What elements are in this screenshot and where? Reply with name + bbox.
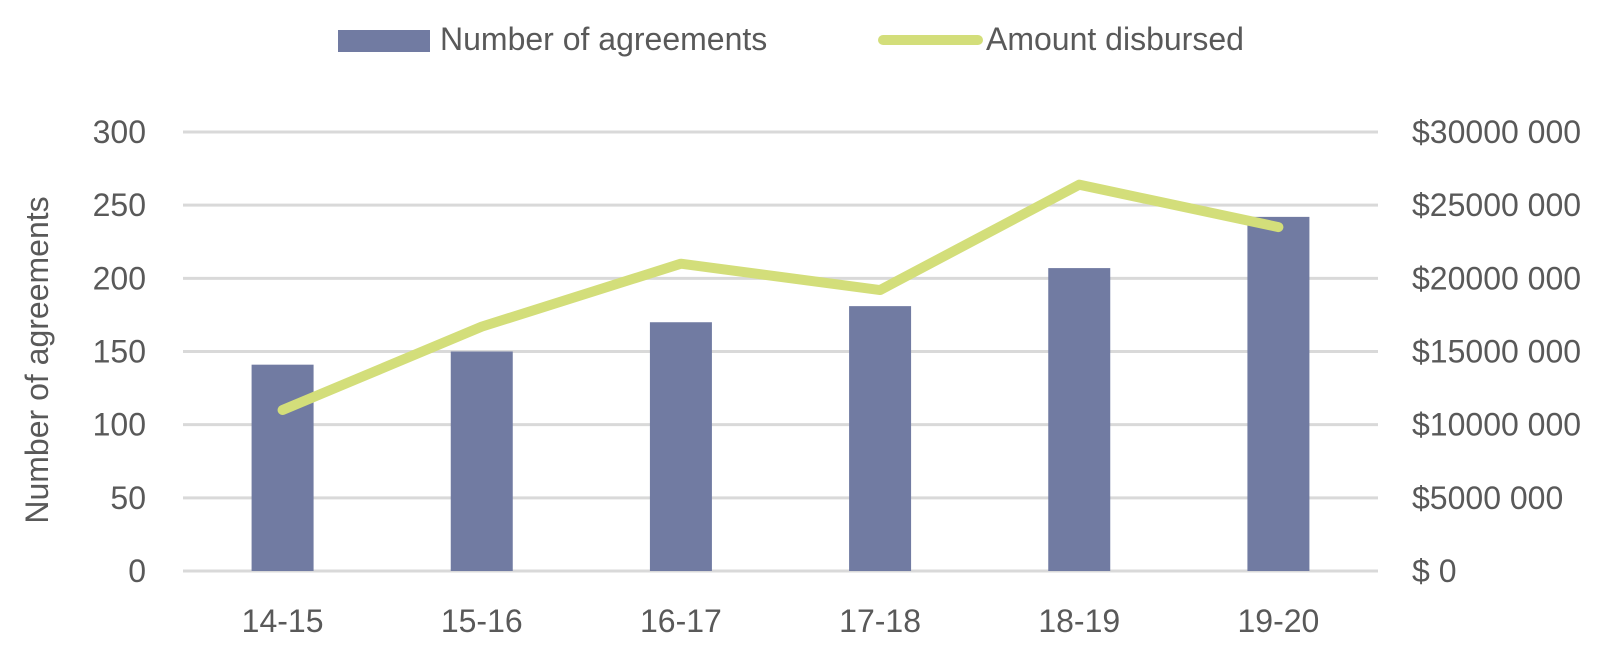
- y2-tick-label: $20000 000: [1412, 260, 1581, 296]
- bar: [849, 306, 912, 571]
- y-tick-label: 300: [93, 114, 146, 150]
- line-point: [481, 326, 483, 328]
- legend-label-amount: Amount disbursed: [986, 21, 1244, 57]
- y-tick-label: 100: [93, 407, 146, 443]
- x-tick-label: 14-15: [242, 603, 324, 639]
- line-path: [277, 179, 1284, 416]
- y-tick-label: 250: [93, 187, 146, 223]
- x-tick-label: 18-19: [1038, 603, 1120, 639]
- line-point: [1078, 184, 1080, 186]
- y2-tick-label: $10000 000: [1412, 407, 1581, 443]
- y2-tick-label: $5000 000: [1412, 480, 1563, 516]
- y-tick-label: 0: [128, 553, 146, 589]
- x-axis-ticks: 14-15 15-16 16-17 17-18 18-19 19-20: [242, 603, 1320, 639]
- y-tick-label: 200: [93, 260, 146, 296]
- y-axis-ticks: 0 50 100 150 200 250 300: [93, 114, 146, 589]
- line-point: [282, 409, 284, 411]
- bar: [649, 322, 712, 571]
- y-axis-title: Number of agreements: [19, 196, 55, 523]
- x-tick-label: 17-18: [839, 603, 921, 639]
- line-series: [277, 179, 1284, 416]
- line-point: [879, 289, 881, 291]
- x-tick-label: 16-17: [640, 603, 722, 639]
- y2-tick-label: $25000 000: [1412, 187, 1581, 223]
- y-tick-label: 150: [93, 334, 146, 370]
- y2-tick-label: $30000 000: [1412, 114, 1581, 150]
- gridlines: [183, 130, 1378, 573]
- x-tick-label: 19-20: [1237, 603, 1319, 639]
- y2-tick-label: $ 0: [1412, 553, 1456, 589]
- bar: [1247, 216, 1310, 571]
- y-tick-label: 50: [110, 480, 146, 516]
- y2-axis-ticks: $ 0 $5000 000 $10000 000 $15000 000 $20000 0…: [1412, 114, 1581, 589]
- legend-swatch-agreements: [338, 30, 430, 52]
- bar: [450, 351, 513, 571]
- y2-tick-label: $15000 000: [1412, 334, 1581, 370]
- line-point: [1277, 226, 1279, 228]
- legend-label-agreements: Number of agreements: [440, 21, 767, 57]
- x-tick-label: 15-16: [441, 603, 523, 639]
- line-point: [680, 263, 682, 265]
- bar-series: [251, 216, 1310, 571]
- legend: Number of agreements Amount disbursed: [338, 21, 1244, 57]
- bar: [1048, 268, 1111, 571]
